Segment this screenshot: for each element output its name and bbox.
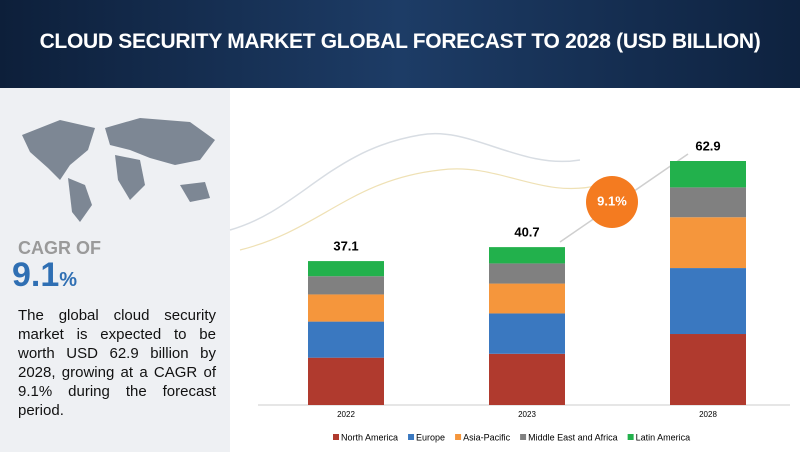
bar-segment (670, 187, 746, 218)
title: CLOUD SECURITY MARKET GLOBAL FORECAST TO… (39, 30, 761, 53)
bar-segment (489, 263, 565, 284)
cagr-value: 9.1% (12, 256, 77, 295)
bar-segment (489, 353, 565, 405)
bar-segment (489, 247, 565, 264)
bar-segment (308, 276, 384, 295)
legend-label: Asia-Pacific (463, 432, 511, 442)
total-label: 40.7 (514, 225, 539, 240)
bar-segment (670, 268, 746, 335)
legend-swatch (520, 434, 527, 440)
bar-segment (489, 313, 565, 354)
total-label: 37.1 (333, 239, 358, 254)
world-map (22, 118, 215, 222)
decor-curve (239, 168, 601, 251)
legend-swatch (627, 434, 634, 440)
cagr-label: CAGR OF (18, 238, 101, 258)
bar-segment (308, 294, 384, 322)
bar-segment (670, 217, 746, 269)
bar-segment (308, 321, 384, 358)
legend-label: North America (341, 432, 398, 442)
legend-label: Middle East and Africa (528, 432, 618, 442)
x-tick-label: 2023 (518, 410, 536, 419)
legend-swatch (455, 434, 462, 440)
cagr-number: 9.1 (12, 256, 60, 294)
bar-segment (489, 283, 565, 314)
description: The global cloud security market is expe… (18, 307, 216, 419)
bar-segment (670, 334, 746, 405)
legend-swatch (333, 434, 339, 440)
cagr-badge (586, 176, 638, 228)
legend-label: Europe (416, 432, 445, 442)
cagr-unit: % (59, 269, 78, 291)
legend-label: Latin America (636, 432, 691, 442)
header (0, 0, 800, 88)
x-tick-label: 2028 (699, 410, 717, 419)
legend-swatch (408, 434, 415, 440)
bar-segment (308, 261, 384, 277)
decor-curve (229, 132, 581, 231)
bar-segment (670, 161, 746, 188)
cagr-badge-label: 9.1% (597, 193, 627, 208)
x-tick-label: 2022 (337, 410, 355, 419)
bar-segment (308, 357, 384, 405)
total-label: 62.9 (695, 138, 720, 153)
